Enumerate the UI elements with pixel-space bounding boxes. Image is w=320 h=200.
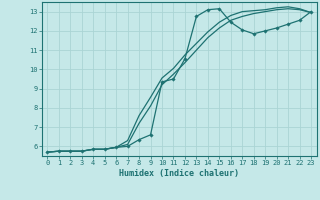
X-axis label: Humidex (Indice chaleur): Humidex (Indice chaleur) bbox=[119, 169, 239, 178]
